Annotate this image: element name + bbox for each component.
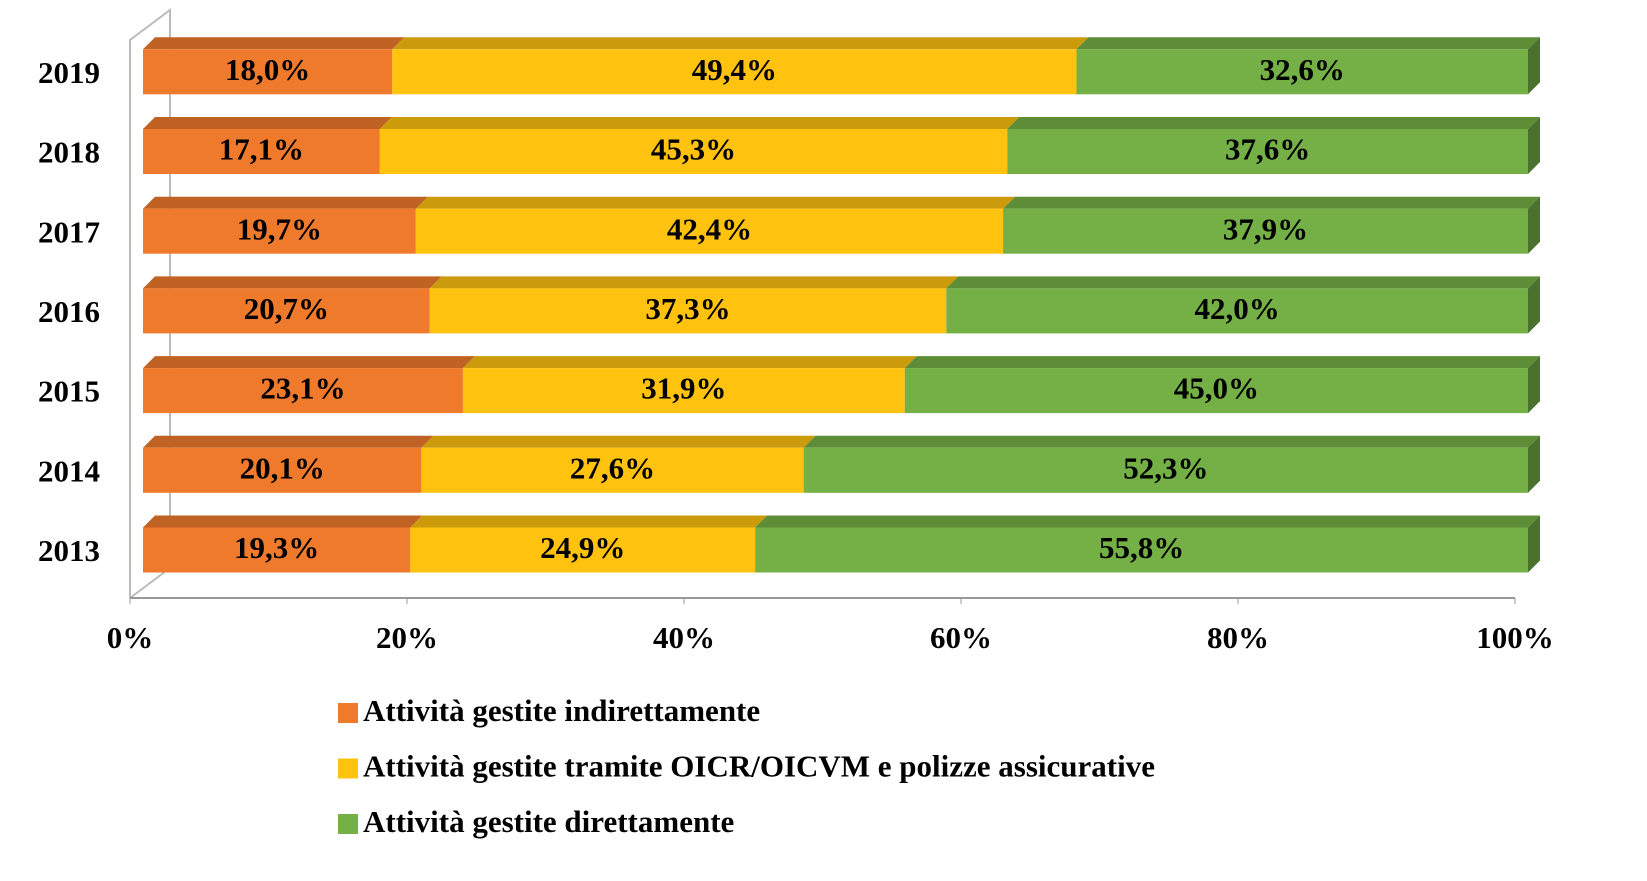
bar [803, 447, 1528, 493]
bar [1076, 49, 1528, 95]
value-label: 20,1% [240, 450, 325, 485]
value-label: 27,6% [570, 450, 655, 485]
value-label: 37,6% [1225, 132, 1310, 167]
bar-top [143, 276, 442, 289]
bar-top [1076, 37, 1540, 50]
bar-side [1528, 37, 1540, 95]
value-label: 17,1% [219, 132, 304, 167]
bar [143, 368, 463, 414]
bar [462, 368, 905, 414]
value-label: 52,3% [1123, 450, 1208, 485]
legend-label: Attività gestite indirettamente [363, 693, 760, 728]
bar-top [143, 37, 405, 50]
legend-label: Attività gestite tramite OICR/OICVM e po… [363, 749, 1155, 784]
value-label: 23,1% [260, 371, 345, 406]
x-tick-label: 80% [1207, 620, 1269, 655]
x-tick-label: 40% [653, 620, 715, 655]
value-label: 45,0% [1174, 371, 1259, 406]
bar-top [143, 515, 423, 528]
bar [1003, 208, 1528, 254]
bar [421, 447, 804, 493]
x-tick-label: 60% [930, 620, 992, 655]
value-label: 42,4% [667, 211, 752, 246]
bar-top [803, 435, 1540, 448]
bar [143, 49, 393, 95]
bar [429, 288, 947, 334]
value-label: 37,9% [1223, 211, 1308, 246]
bar-side [1528, 196, 1540, 254]
bar-side [1528, 435, 1540, 493]
bar [415, 208, 1004, 254]
bar-side [1528, 276, 1540, 334]
bar-top [946, 276, 1540, 289]
value-label: 19,7% [237, 211, 322, 246]
bar [143, 288, 430, 334]
legend-swatch [338, 758, 358, 779]
bar-top [410, 515, 768, 528]
bar-top [392, 37, 1089, 50]
bar [904, 368, 1528, 414]
bar-top [415, 196, 1016, 209]
value-label: 20,7% [244, 291, 329, 326]
bar-top [1003, 196, 1540, 209]
bar-top [143, 117, 392, 129]
bar-top [904, 356, 1540, 369]
legend-swatch [338, 703, 358, 723]
bar [392, 49, 1077, 95]
value-label: 18,0% [225, 52, 310, 87]
bar [143, 447, 422, 493]
bar-top [755, 515, 1540, 528]
bar-side [1528, 117, 1540, 174]
y-tick-label: 2018 [38, 135, 100, 170]
bar-top [421, 435, 816, 448]
value-label: 32,6% [1260, 52, 1345, 87]
y-tick-label: 2013 [38, 533, 100, 568]
bar-side [1528, 356, 1540, 414]
y-tick-label: 2017 [38, 214, 100, 249]
bar [143, 208, 416, 254]
bar [143, 527, 411, 573]
bar [1007, 129, 1528, 174]
value-label: 42,0% [1195, 291, 1280, 326]
bar [143, 129, 380, 174]
x-tick-label: 20% [376, 620, 438, 655]
bar-top [429, 276, 959, 289]
floor-edge [129, 567, 171, 599]
value-label: 45,3% [651, 132, 736, 167]
legend-label: Attività gestite direttamente [363, 804, 734, 839]
bar [946, 288, 1528, 334]
y-tick-label: 2019 [38, 55, 100, 90]
bar-top [143, 356, 475, 369]
y-tick-label: 2016 [38, 294, 100, 329]
value-label: 19,3% [234, 530, 319, 565]
legend-swatch [338, 814, 358, 834]
x-tick-label: 0% [107, 620, 154, 655]
bar-side [1528, 515, 1540, 573]
y-tick-label: 2014 [38, 453, 100, 488]
bar [755, 527, 1528, 573]
x-tick-label: 100% [1476, 620, 1554, 655]
value-label: 37,3% [645, 291, 730, 326]
bar-top [143, 435, 434, 448]
y-tick-label: 2015 [38, 374, 100, 409]
bar-top [462, 356, 917, 369]
bar [379, 129, 1008, 174]
value-label: 55,8% [1099, 530, 1184, 565]
bar-top [1007, 117, 1540, 129]
value-label: 31,9% [641, 371, 726, 406]
value-label: 49,4% [692, 52, 777, 87]
value-label: 24,9% [540, 530, 625, 565]
bar [410, 527, 756, 573]
bar-top [379, 117, 1020, 129]
bar-top [143, 196, 428, 209]
